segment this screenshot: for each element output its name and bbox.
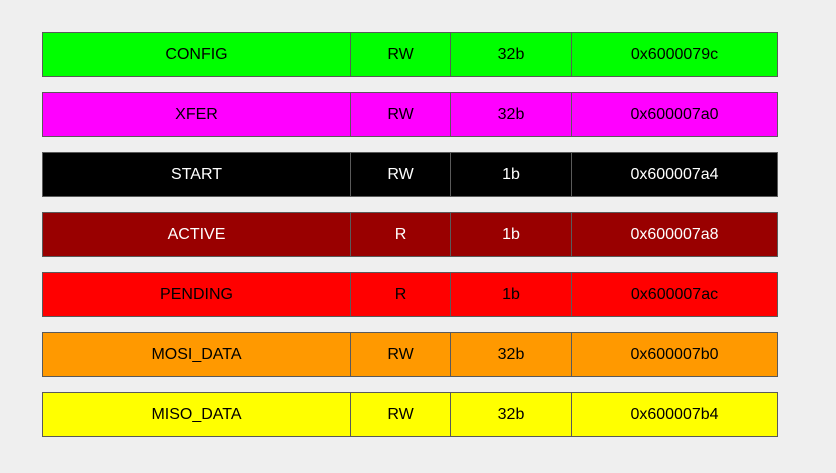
- register-address: 0x600007ac: [630, 285, 719, 303]
- register-width: 1b: [451, 153, 572, 196]
- register-width: 1b: [451, 273, 572, 316]
- register-address: 0x600007b0: [630, 345, 719, 363]
- register-row-xfer: XFER RW 32b 0x600007a0: [42, 92, 778, 137]
- register-name: ACTIVE: [43, 213, 351, 256]
- register-name: PENDING: [43, 273, 351, 316]
- register-map: CONFIG RW 32b 0x6000079c XFER RW 32b 0x6…: [42, 32, 778, 452]
- register-row-active: ACTIVE R 1b 0x600007a8: [42, 212, 778, 257]
- register-address: 0x600007b4: [630, 405, 719, 423]
- register-address: 0x6000079c: [630, 45, 719, 63]
- register-name: MOSI_DATA: [43, 333, 351, 376]
- register-access: RW: [351, 393, 451, 436]
- register-name: MISO_DATA: [43, 393, 351, 436]
- register-name: XFER: [43, 93, 351, 136]
- register-row-start: START RW 1b 0x600007a4: [42, 152, 778, 197]
- register-access: RW: [351, 93, 451, 136]
- register-address: 0x600007a4: [630, 165, 719, 183]
- register-width: 32b: [451, 33, 572, 76]
- register-name: CONFIG: [43, 33, 351, 76]
- register-access: RW: [351, 333, 451, 376]
- register-row-mosi-data: MOSI_DATA RW 32b 0x600007b0: [42, 332, 778, 377]
- register-access: RW: [351, 33, 451, 76]
- register-address: 0x600007a8: [630, 225, 719, 243]
- register-width: 32b: [451, 93, 572, 136]
- register-row-config: CONFIG RW 32b 0x6000079c: [42, 32, 778, 77]
- register-width: 32b: [451, 393, 572, 436]
- register-row-pending: PENDING R 1b 0x600007ac: [42, 272, 778, 317]
- register-width: 1b: [451, 213, 572, 256]
- register-access: R: [351, 273, 451, 316]
- register-row-miso-data: MISO_DATA RW 32b 0x600007b4: [42, 392, 778, 437]
- register-address: 0x600007a0: [630, 105, 719, 123]
- register-name: START: [43, 153, 351, 196]
- register-access: R: [351, 213, 451, 256]
- register-access: RW: [351, 153, 451, 196]
- register-width: 32b: [451, 333, 572, 376]
